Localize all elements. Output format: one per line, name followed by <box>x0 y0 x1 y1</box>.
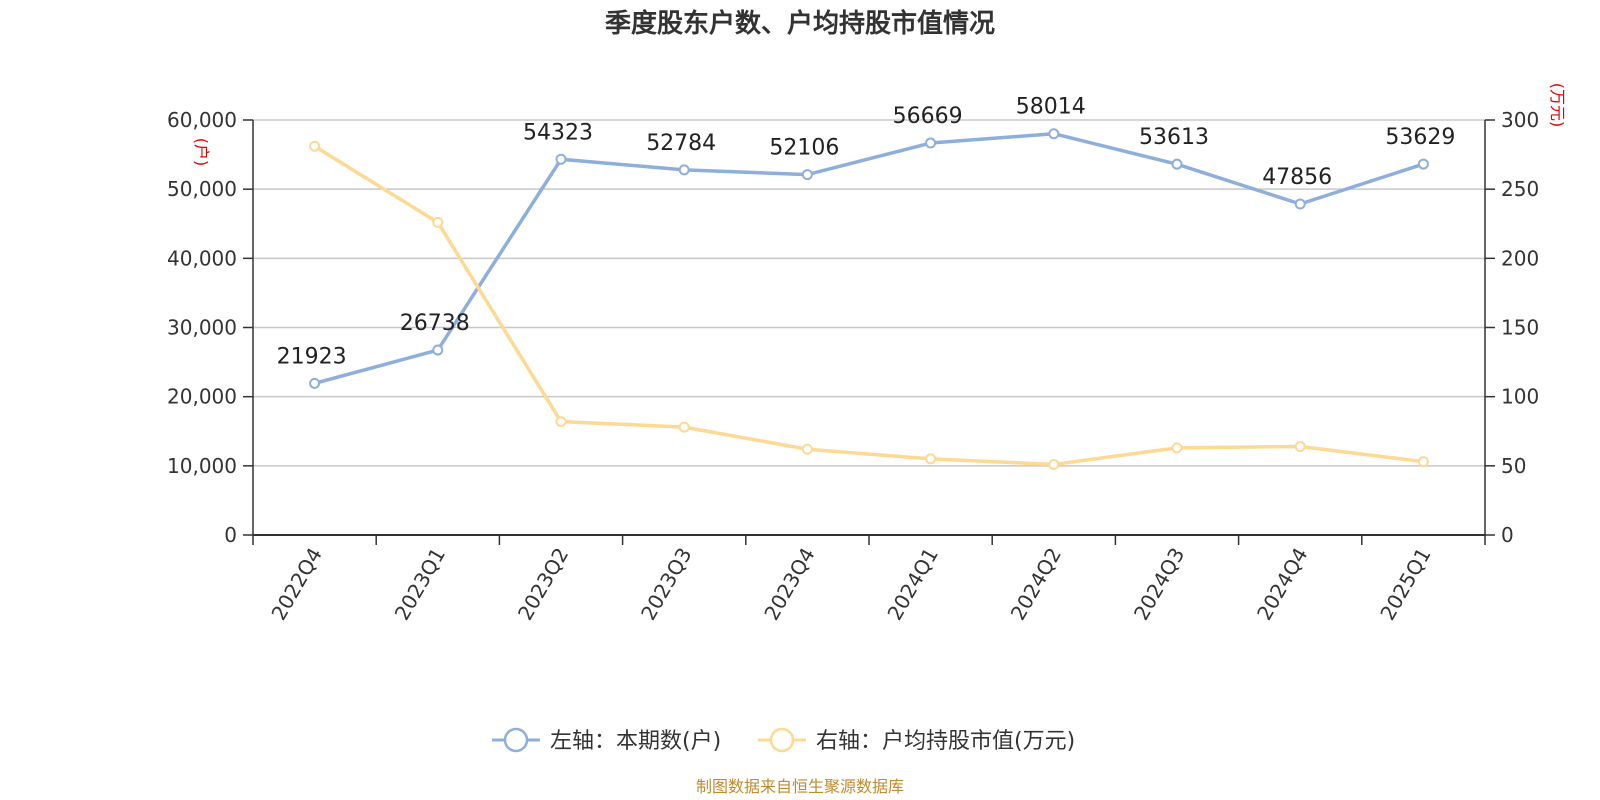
left-tick-label: 10,000 <box>167 454 237 478</box>
data-point-1[interactable] <box>801 443 813 455</box>
data-point-0[interactable] <box>925 137 937 149</box>
series-line-0 <box>314 131 1424 386</box>
data-point-0[interactable] <box>1294 198 1306 210</box>
data-point-0[interactable] <box>678 164 690 176</box>
x-tick-label: 2023Q1 <box>390 544 450 625</box>
data-label: 52106 <box>769 136 839 161</box>
data-point-1[interactable] <box>1294 440 1306 452</box>
left-axis: 0 10,000 20,000 30,000 40,000 50,000 60,000 <box>167 108 254 547</box>
x-tick-label: 2023Q4 <box>759 544 819 625</box>
legend-item-left[interactable]: 左轴：本期数(户) <box>492 727 721 754</box>
right-axis: 0 50 100 150 200 250 300 <box>1484 108 1539 547</box>
data-label: 26738 <box>400 311 470 336</box>
data-label: 53629 <box>1385 125 1455 150</box>
right-tick-label: 100 <box>1501 385 1539 409</box>
legend-item-right[interactable]: 右轴：户均持股市值(万元) <box>758 727 1075 754</box>
left-tick-label: 40,000 <box>167 246 237 270</box>
right-tick-label: 300 <box>1501 108 1539 132</box>
x-tick-label: 2024Q1 <box>882 544 942 625</box>
data-point-0[interactable] <box>1417 158 1429 170</box>
data-point-0[interactable] <box>801 169 813 181</box>
data-point-1[interactable] <box>678 421 690 433</box>
x-tick-label: 2025Q1 <box>1375 544 1435 625</box>
data-label: 54323 <box>523 120 593 145</box>
data-point-1[interactable] <box>925 453 937 465</box>
x-tick-label: 2024Q2 <box>1006 544 1066 625</box>
data-point-1[interactable] <box>1171 442 1183 454</box>
data-label: 56669 <box>893 104 963 129</box>
x-tick-label: 2023Q2 <box>513 544 573 625</box>
data-point-1[interactable] <box>432 216 444 228</box>
left-tick-label: 20,000 <box>167 385 237 409</box>
right-tick-label: 250 <box>1501 177 1539 201</box>
left-tick-label: 0 <box>224 523 237 547</box>
right-axis-unit: (万元) <box>1548 83 1567 128</box>
data-point-1[interactable] <box>555 416 567 428</box>
source-note: 制图数据来自恒生聚源数据库 <box>696 777 904 796</box>
data-label: 58014 <box>1016 95 1086 120</box>
left-tick-label: 60,000 <box>167 108 237 132</box>
data-point-0[interactable] <box>309 377 321 389</box>
data-point-0[interactable] <box>1048 128 1060 140</box>
left-axis-unit: (户) <box>192 138 211 167</box>
data-label: 21923 <box>277 344 347 369</box>
x-axis: 2022Q4 2023Q1 2023Q2 2023Q3 2023Q4 2024Q1 2024… <box>252 534 1486 625</box>
data-point-0[interactable] <box>432 344 444 356</box>
x-tick-label: 2024Q4 <box>1252 544 1312 625</box>
x-tick-label: 2024Q3 <box>1129 544 1189 625</box>
data-point-0[interactable] <box>1171 158 1183 170</box>
chart-title: 季度股东户数、户均持股市值情况 <box>605 8 995 39</box>
legend: 左轴：本期数(户) 右轴：户均持股市值(万元) <box>492 727 1075 754</box>
legend-label-left: 左轴：本期数(户) <box>550 729 721 754</box>
x-tick-label: 2023Q3 <box>636 544 696 625</box>
right-tick-label: 200 <box>1501 246 1539 270</box>
series-group <box>309 128 1429 470</box>
data-label: 52784 <box>646 131 716 156</box>
left-tick-label: 30,000 <box>167 316 237 340</box>
data-labels: 21923 26738 54323 52784 52106 56669 58014 53613… <box>277 95 1456 370</box>
data-label: 47856 <box>1262 165 1332 190</box>
legend-label-right: 右轴：户均持股市值(万元) <box>816 729 1075 754</box>
right-tick-label: 50 <box>1501 454 1526 478</box>
data-point-1[interactable] <box>309 140 321 152</box>
left-tick-label: 50,000 <box>167 177 237 201</box>
series-line-1 <box>313 144 1424 467</box>
data-point-0[interactable] <box>555 153 567 165</box>
right-tick-label: 150 <box>1501 316 1539 340</box>
x-tick-label: 2022Q4 <box>266 544 326 625</box>
right-tick-label: 0 <box>1501 523 1514 547</box>
legend-marker-left <box>503 727 529 753</box>
legend-marker-right <box>769 727 795 753</box>
data-point-1[interactable] <box>1417 456 1429 468</box>
data-label: 53613 <box>1139 125 1209 150</box>
data-point-1[interactable] <box>1048 458 1060 470</box>
